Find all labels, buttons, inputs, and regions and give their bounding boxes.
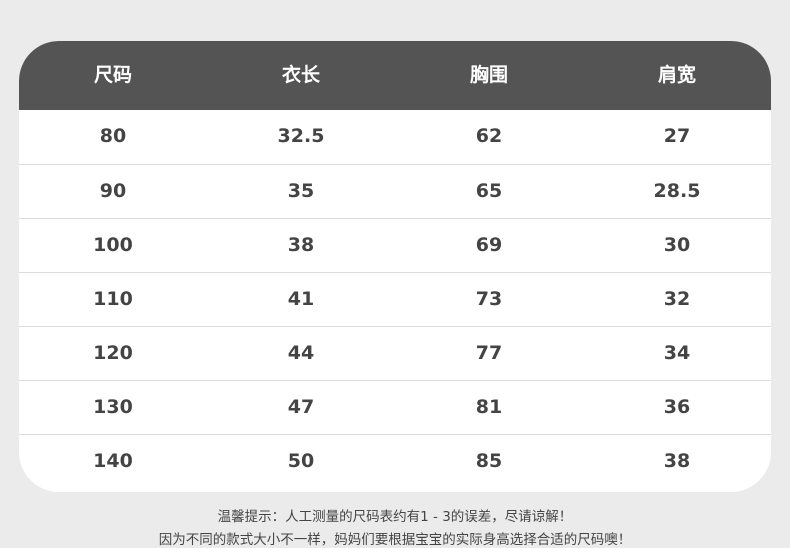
tip-note: 温馨提示：人工测量的尺码表约有1 - 3的误差，尽请谅解！ xyxy=(217,509,573,525)
table-row: 100 38 69 30 xyxy=(19,218,771,272)
table-body: 80 32.5 62 27 90 35 65 28.5 100 38 69 30 110 41 73 32 12… xyxy=(19,110,771,488)
table-header: 尺码 衣长 胸围 肩宽 xyxy=(19,41,771,110)
column-header: 肩宽 xyxy=(657,64,696,86)
table-cell: 130 xyxy=(93,396,133,418)
table-cell: 27 xyxy=(663,125,691,147)
table-cell: 30 xyxy=(663,234,691,256)
table-cell: 110 xyxy=(93,288,133,310)
table-cell: 100 xyxy=(93,234,133,256)
table-cell: 120 xyxy=(93,342,133,364)
table-cell: 36 xyxy=(663,396,691,418)
table-row: 140 50 85 38 xyxy=(19,434,771,488)
table-cell: 90 xyxy=(99,180,127,202)
table-cell: 32 xyxy=(663,288,691,310)
table-cell: 62 xyxy=(475,125,503,147)
table-cell: 80 xyxy=(99,125,127,147)
column-header: 衣长 xyxy=(281,64,320,86)
table-row: 80 32.5 62 27 xyxy=(19,110,771,164)
table-cell: 140 xyxy=(93,450,133,472)
column-header: 尺码 xyxy=(93,64,132,86)
table-cell: 41 xyxy=(287,288,315,310)
table-cell: 81 xyxy=(475,396,503,418)
table-cell: 50 xyxy=(287,450,315,472)
table-row: 90 35 65 28.5 xyxy=(19,164,771,218)
column-header: 胸围 xyxy=(469,64,508,86)
table-cell: 73 xyxy=(475,288,503,310)
tip-note-2: 因为不同的款式大小不一样，妈妈们要根据宝宝的实际身高选择合适的尺码噢！ xyxy=(158,532,632,548)
size-chart-table: 尺码 衣长 胸围 肩宽 80 32.5 62 27 90 35 65 28.5 100 38 69 30 11… xyxy=(19,41,771,492)
table-row: 110 41 73 32 xyxy=(19,272,771,326)
table-row: 130 47 81 36 xyxy=(19,380,771,434)
table-cell: 85 xyxy=(475,450,503,472)
table-cell: 35 xyxy=(287,180,315,202)
table-cell: 38 xyxy=(663,450,691,472)
table-cell: 77 xyxy=(475,342,503,364)
table-row: 120 44 77 34 xyxy=(19,326,771,380)
table-cell: 44 xyxy=(287,342,315,364)
table-cell: 69 xyxy=(475,234,503,256)
table-cell: 47 xyxy=(287,396,315,418)
table-cell: 32.5 xyxy=(277,125,325,147)
table-cell: 65 xyxy=(475,180,503,202)
table-cell: 34 xyxy=(663,342,691,364)
table-cell: 38 xyxy=(287,234,315,256)
table-cell: 28.5 xyxy=(653,180,701,202)
